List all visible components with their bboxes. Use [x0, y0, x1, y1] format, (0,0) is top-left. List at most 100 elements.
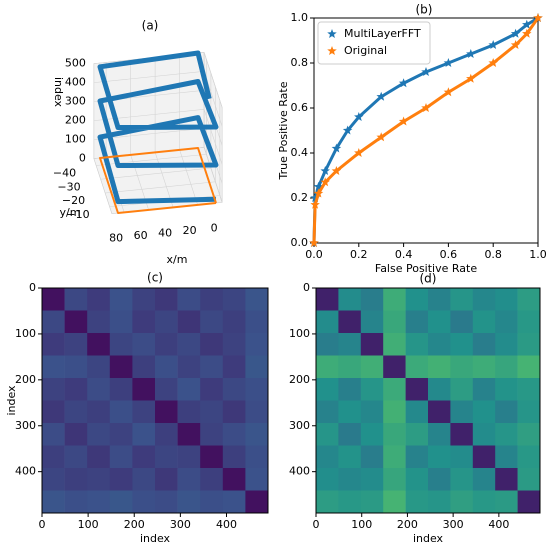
heatmap-cell [383, 400, 406, 424]
heatmap-cell [428, 400, 451, 424]
x-tick-label: 0.2 [350, 248, 368, 261]
heatmap-cell [87, 423, 111, 446]
heatmap-cell [517, 445, 541, 469]
heatmap-cell [338, 310, 362, 334]
marker [522, 28, 532, 38]
marker [398, 78, 409, 88]
y-tick-label: 200 [15, 373, 36, 386]
heatmap-cell [132, 355, 156, 379]
heatmap-cell [338, 445, 362, 469]
heatmap-cell [177, 288, 201, 311]
heatmap-cell [109, 378, 133, 401]
heatmap-cell [222, 490, 246, 514]
heatmap-cell [42, 355, 65, 379]
heatmap-cell [87, 378, 111, 401]
heatmap-cell [245, 400, 269, 424]
heatmap-cell [109, 310, 133, 334]
y-tick-label: 0 [303, 281, 310, 294]
y-tick-label: 0 [29, 281, 36, 294]
heatmap-cell [222, 355, 246, 379]
marker [313, 181, 324, 191]
heatmap-cell [64, 468, 88, 491]
heatmap-cell [316, 400, 339, 424]
heatmap-cell [177, 445, 201, 469]
heatmap-cell [245, 310, 269, 334]
heatmap-cell [428, 423, 451, 446]
heatmap-cell [42, 333, 65, 356]
heatmap-cell [450, 288, 474, 311]
heatmap-cell [360, 288, 384, 311]
heatmap-cell [495, 310, 518, 334]
x-axis-label: index [413, 532, 444, 545]
grid-line [100, 73, 212, 180]
heatmap-cell [495, 423, 518, 446]
y-tick-label: 100 [289, 327, 310, 340]
heatmap-cell [109, 400, 133, 424]
heatmap-cell [222, 310, 246, 334]
heatmap-cell [472, 355, 496, 379]
heatmap-cell [64, 378, 88, 401]
x-tick-label: 400 [488, 518, 509, 531]
heatmap-cell [177, 490, 201, 514]
heatmap-cell [132, 310, 156, 334]
heatmap-cell [109, 423, 133, 446]
z-tick-label: 300 [65, 95, 86, 108]
heatmap-cell [405, 445, 429, 469]
heatmap-cell [495, 355, 518, 379]
y-tick-label: 0.4 [291, 146, 309, 159]
y-tick-label: 0.8 [291, 56, 309, 69]
grid-line [105, 86, 216, 194]
heatmap-cell [132, 288, 156, 311]
heatmap-cell [87, 288, 111, 311]
heatmap-cell [428, 490, 451, 514]
heatmap-cell [42, 490, 65, 514]
heatmap-cell [155, 445, 178, 469]
heatmap-cell [245, 355, 269, 379]
y-tick-label: 400 [289, 465, 310, 478]
heatmap-cell [109, 288, 133, 311]
trajectory [99, 147, 217, 214]
marker [309, 238, 319, 248]
marker [488, 58, 498, 68]
heatmap-cell [517, 400, 541, 424]
x-tick-label: 0 [313, 518, 320, 531]
y-tick-label: 100 [15, 327, 36, 340]
heatmap-cell [200, 468, 224, 491]
heatmap-cell [472, 490, 496, 514]
heatmap-cell [132, 400, 156, 424]
y-tick-label: 0.2 [291, 191, 309, 204]
marker [533, 13, 543, 23]
heatmap-cell [316, 423, 339, 446]
x-tick-label: 100 [78, 518, 99, 531]
heatmap-cell [42, 468, 65, 491]
heatmap-cell [155, 310, 178, 334]
x-tick-label: 100 [351, 518, 372, 531]
heatmap-cell [450, 490, 474, 514]
heatmap-cell [338, 378, 362, 401]
heatmap-cell [383, 490, 406, 514]
plot-frame [315, 287, 541, 514]
heatmap-cell [42, 423, 65, 446]
heatmap-cell [472, 468, 496, 491]
heatmap-cell [472, 445, 496, 469]
heatmap-cell [87, 310, 111, 334]
marker [522, 19, 532, 29]
heatmap-cell [177, 310, 201, 334]
heatmap-cell [428, 333, 451, 356]
heatmap-cell [383, 355, 406, 379]
heatmap-cell [132, 423, 156, 446]
y-tick-label: 200 [289, 373, 310, 386]
heatmap-cell [472, 378, 496, 401]
x-tick-label: 40 [158, 226, 172, 239]
heatmap-cell [42, 445, 65, 469]
legend-label: MultiLayerFFT [344, 27, 421, 40]
panel-title: (d) [420, 272, 437, 286]
marker [354, 112, 364, 122]
heatmap-cell [517, 355, 541, 379]
marker [376, 91, 386, 101]
x-tick-label: 200 [397, 518, 418, 531]
heatmap-cell [222, 333, 246, 356]
heatmap-cell [109, 490, 133, 514]
heatmap-cell [338, 468, 362, 491]
heatmap-cell [316, 355, 339, 379]
